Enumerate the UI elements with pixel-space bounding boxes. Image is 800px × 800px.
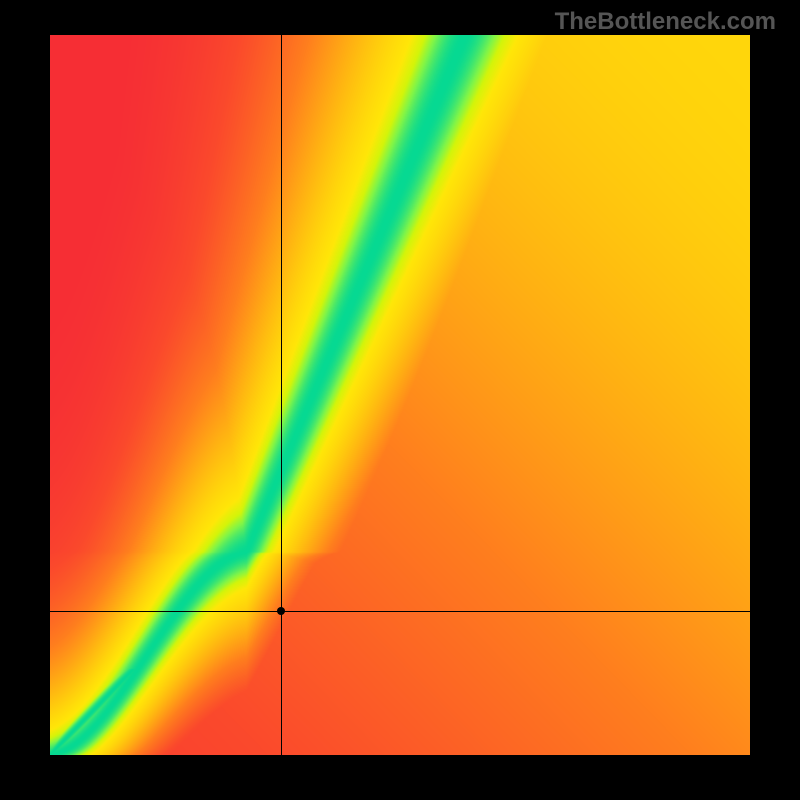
watermark-text: TheBottleneck.com (555, 8, 776, 36)
heatmap-canvas (50, 35, 750, 755)
crosshair-marker (277, 607, 285, 615)
crosshair-horizontal (50, 611, 750, 612)
heatmap-plot (50, 35, 750, 755)
crosshair-vertical (281, 35, 282, 755)
